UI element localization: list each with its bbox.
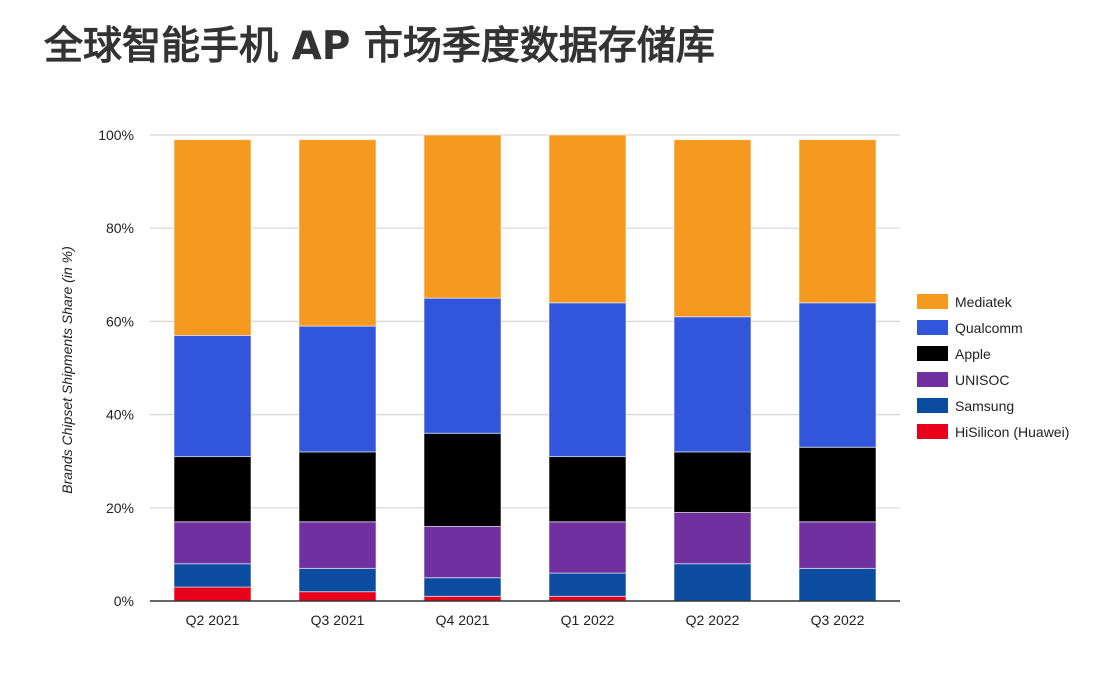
y-tick-label: 20% — [106, 500, 134, 516]
bar-segment-samsung[interactable] — [423, 577, 502, 597]
y-axis-title: Brands Chipset Shipments Share (in %) — [59, 246, 75, 493]
bar-segment-hisilicon-huawei[interactable] — [298, 591, 377, 602]
legend-label: HiSilicon (Huawei) — [955, 424, 1069, 440]
bar-segment-mediatek[interactable] — [423, 134, 502, 299]
bar-segment-mediatek[interactable] — [548, 134, 627, 304]
bar-segment-samsung[interactable] — [548, 572, 627, 597]
legend-swatch — [917, 424, 948, 439]
bar-stack — [423, 134, 502, 602]
x-tick-label: Q2 2022 — [686, 612, 740, 628]
bar-segment-unisoc[interactable] — [298, 521, 377, 569]
bar-segment-unisoc[interactable] — [673, 511, 752, 565]
legend-label: Apple — [955, 346, 991, 362]
bar-segment-mediatek[interactable] — [298, 139, 377, 327]
bar-segment-qualcomm[interactable] — [673, 316, 752, 453]
bar-segment-apple[interactable] — [173, 456, 252, 523]
bar-segment-unisoc[interactable] — [423, 525, 502, 579]
x-axis-ticks: Q2 2021 Q3 2021 Q4 2021 Q1 2022 Q2 2022 Q3 20… — [186, 612, 865, 628]
bar-stack — [673, 139, 752, 602]
bars — [173, 134, 877, 602]
bar-stack — [548, 134, 627, 602]
legend-swatch — [917, 398, 948, 413]
y-tick-label: 40% — [106, 407, 134, 423]
bar-segment-qualcomm[interactable] — [798, 302, 877, 448]
legend-label: Qualcomm — [955, 320, 1023, 336]
legend-item[interactable]: HiSilicon (Huawei) — [917, 424, 1069, 440]
legend: Mediatek Qualcomm Apple UNISOC Samsung HiSili… — [917, 294, 1069, 440]
x-tick-label: Q2 2021 — [186, 612, 240, 628]
bar-segment-hisilicon-huawei[interactable] — [173, 586, 252, 602]
legend-item[interactable]: UNISOC — [917, 372, 1009, 388]
bar-segment-mediatek[interactable] — [173, 139, 252, 336]
bar-segment-qualcomm[interactable] — [548, 302, 627, 458]
x-tick-label: Q4 2021 — [436, 612, 490, 628]
y-tick-label: 60% — [106, 313, 134, 329]
bar-segment-samsung[interactable] — [798, 567, 877, 602]
x-tick-label: Q1 2022 — [561, 612, 615, 628]
bar-stack — [173, 139, 252, 602]
x-tick-label: Q3 2022 — [811, 612, 865, 628]
page-title: 全球智能手机 AP 市场季度数据存储库 — [44, 24, 715, 69]
bar-stack — [298, 139, 377, 602]
bar-segment-apple[interactable] — [798, 446, 877, 523]
bar-segment-apple[interactable] — [673, 451, 752, 513]
bar-stack — [798, 139, 877, 602]
bar-segment-qualcomm[interactable] — [173, 334, 252, 458]
legend-swatch — [917, 346, 948, 361]
legend-swatch — [917, 294, 948, 309]
legend-label: Samsung — [955, 398, 1014, 414]
bar-segment-apple[interactable] — [298, 451, 377, 523]
legend-item[interactable]: Apple — [917, 346, 991, 362]
y-tick-label: 80% — [106, 220, 134, 236]
legend-item[interactable]: Samsung — [917, 398, 1014, 414]
bar-segment-samsung[interactable] — [173, 563, 252, 588]
bar-segment-qualcomm[interactable] — [423, 297, 502, 434]
y-tick-label: 100% — [98, 127, 134, 143]
legend-swatch — [917, 372, 948, 387]
bar-segment-unisoc[interactable] — [173, 521, 252, 565]
y-axis-ticks: 0% 20% 40% 60% 80% 100% — [98, 127, 134, 609]
gridlines — [150, 134, 900, 509]
legend-label: UNISOC — [955, 372, 1009, 388]
bar-segment-apple[interactable] — [423, 432, 502, 527]
bar-segment-samsung[interactable] — [673, 563, 752, 602]
bar-segment-qualcomm[interactable] — [298, 325, 377, 453]
bar-segment-apple[interactable] — [548, 456, 627, 523]
legend-swatch — [917, 320, 948, 335]
bar-segment-unisoc[interactable] — [548, 521, 627, 574]
bar-segment-mediatek[interactable] — [798, 139, 877, 304]
x-tick-label: Q3 2021 — [311, 612, 365, 628]
y-tick-label: 0% — [114, 593, 134, 609]
bar-segment-unisoc[interactable] — [798, 521, 877, 569]
bar-segment-samsung[interactable] — [298, 567, 377, 593]
legend-item[interactable]: Mediatek — [917, 294, 1013, 310]
legend-item[interactable]: Qualcomm — [917, 320, 1023, 336]
bar-segment-mediatek[interactable] — [673, 139, 752, 318]
legend-label: Mediatek — [955, 294, 1013, 310]
